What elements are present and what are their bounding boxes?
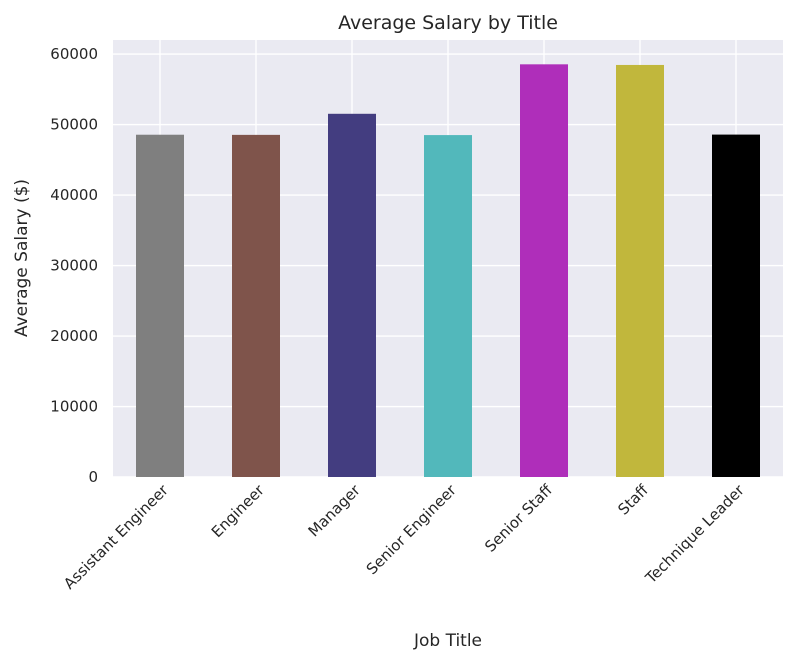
bar-manager — [328, 113, 376, 477]
y-tick-label: 30000 — [50, 257, 98, 275]
x-tick-label: Manager — [305, 481, 365, 541]
y-axis-label: Average Salary ($) — [12, 179, 32, 337]
bar-senior-engineer — [424, 135, 472, 477]
chart-title: Average Salary by Title — [338, 12, 558, 34]
y-tick-label: 40000 — [50, 186, 98, 204]
x-tick-label: Technique Leader — [641, 481, 748, 588]
x-tick-label: Assistant Engineer — [60, 481, 172, 593]
x-tick-label: Engineer — [208, 481, 269, 542]
bar-engineer — [232, 134, 280, 478]
bar-assistant-engineer — [136, 134, 184, 477]
x-axis-label: Job Title — [413, 631, 482, 651]
y-tick-label: 50000 — [50, 116, 98, 134]
bar-senior-staff — [520, 64, 568, 478]
y-tick-labels: 0 10000 20000 30000 40000 50000 60000 — [50, 45, 98, 486]
y-tick-label: 60000 — [50, 45, 98, 63]
x-tick-label: Senior Staff — [481, 481, 556, 556]
bar-staff — [616, 64, 664, 477]
y-tick-label: 20000 — [50, 327, 98, 345]
y-tick-label: 10000 — [50, 398, 98, 416]
bar-technique-leader — [712, 134, 760, 477]
bars — [136, 64, 760, 478]
x-tick-label: Staff — [614, 481, 652, 519]
x-tick-label: Senior Engineer — [363, 481, 461, 579]
x-tick-labels: Assistant Engineer Engineer ManagerSenior … — [60, 481, 748, 593]
y-tick-label: 0 — [88, 468, 98, 486]
